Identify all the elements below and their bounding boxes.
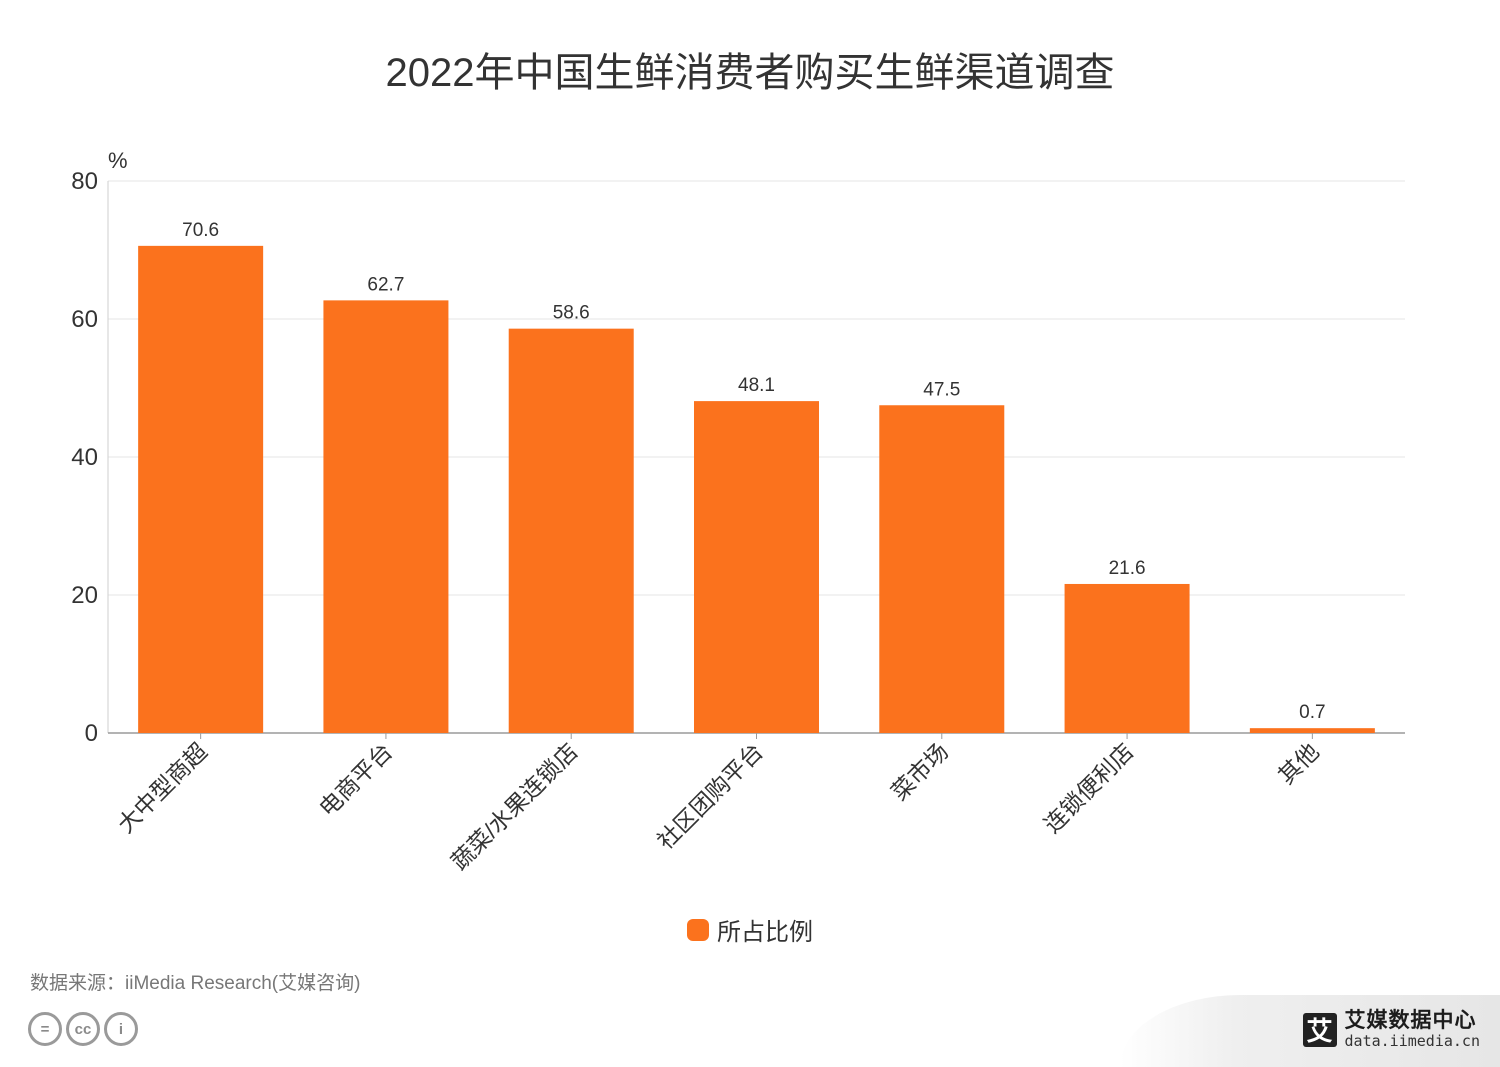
y-tick-label: 80 (71, 168, 98, 195)
x-tick-label: 社区团购平台 (652, 738, 768, 854)
brand-logo-icon: 艾 (1302, 1012, 1337, 1047)
equals-icon: = (28, 1012, 62, 1046)
y-tick-label: 20 (71, 582, 98, 609)
legend-label: 所占比例 (717, 919, 813, 946)
data-source: 数据来源：iiMedia Research(艾媒咨询) (30, 973, 361, 994)
x-tick-label: 大中型商超 (112, 738, 212, 838)
license-icons: = cc i (28, 1012, 138, 1046)
data-label: 62.7 (367, 274, 404, 295)
data-label: 47.5 (923, 379, 960, 400)
x-tick-label: 蔬菜/水果连锁店 (446, 738, 583, 875)
bar (694, 401, 819, 733)
brand: 艾 艾媒数据中心 data.iimedia.cn (1302, 1009, 1480, 1050)
x-axis-labels: 大中型商超 电商平台 蔬菜/水果连锁店 社区团购平台 菜市场 连锁便利店 其他 (112, 733, 1324, 875)
y-tick-label: 0 (85, 720, 98, 747)
chart-title: 2022年中国生鲜消费者购买生鲜渠道调查 (385, 51, 1115, 95)
brand-name: 艾媒数据中心 (1344, 1009, 1477, 1032)
bar (1249, 728, 1375, 733)
data-label: 21.6 (1109, 558, 1146, 579)
bar (508, 328, 634, 733)
y-tick-label: 60 (71, 306, 98, 333)
data-label: 70.6 (182, 220, 219, 241)
x-tick-label: 菜市场 (886, 738, 953, 805)
x-tick-label: 其他 (1273, 738, 1324, 789)
bar (879, 405, 1005, 733)
x-tick-label: 连锁便利店 (1039, 738, 1139, 838)
cc-icon: cc (66, 1012, 100, 1046)
bars: 70.6 62.7 58.6 48.1 47.5 21.6 0.7 (138, 220, 1375, 734)
data-label: 58.6 (553, 303, 590, 324)
data-label: 0.7 (1299, 702, 1325, 723)
legend[interactable]: 所占比例 (0, 912, 1500, 947)
y-axis-unit: % (108, 148, 128, 173)
y-tick-label: 40 (71, 444, 98, 471)
bar (323, 300, 449, 733)
data-label: 48.1 (738, 375, 775, 396)
bar (1064, 583, 1190, 733)
bar (138, 245, 264, 734)
x-tick-label: 电商平台 (314, 738, 397, 821)
brand-url: data.iimedia.cn (1344, 1032, 1480, 1050)
legend-swatch (687, 918, 709, 941)
person-icon: i (104, 1012, 138, 1046)
